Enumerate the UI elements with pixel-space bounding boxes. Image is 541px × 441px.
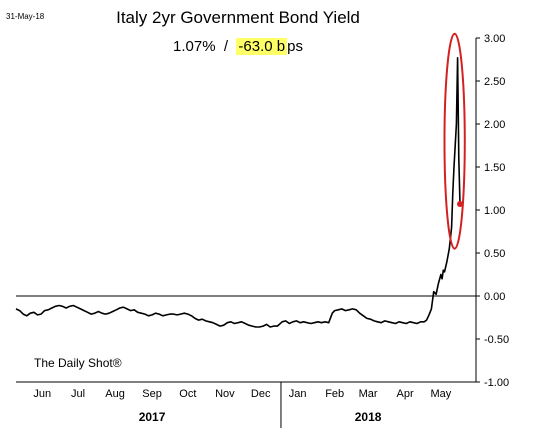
subtitle-separator: / xyxy=(223,38,229,55)
x-tick-label: Apr xyxy=(397,388,414,400)
chart-title: Italy 2yr Government Bond Yield xyxy=(116,8,360,27)
y-tick-label: 1.00 xyxy=(484,205,505,217)
year-label: 2018 xyxy=(355,410,382,424)
x-tick-label: May xyxy=(431,388,452,400)
subtitle-level: 1.07% xyxy=(173,38,216,55)
y-tick-label: 3.00 xyxy=(484,33,505,45)
x-tick-label: Nov xyxy=(215,388,235,400)
source-credit: The Daily Shot® xyxy=(34,356,122,370)
subtitle-change: -63.0 b xyxy=(236,38,288,55)
x-tick-label: Sep xyxy=(142,388,162,400)
last-point-marker xyxy=(457,200,463,207)
y-tick-label: 0.50 xyxy=(484,248,505,260)
x-tick-label: Aug xyxy=(105,388,125,400)
y-tick-label: 1.50 xyxy=(484,162,505,174)
x-tick-label: Oct xyxy=(179,388,196,400)
series-line-group xyxy=(15,56,461,328)
subtitle-change-suffix: ps xyxy=(287,38,303,55)
date-stamp: 31-May-18 xyxy=(6,12,45,21)
year-label: 2017 xyxy=(139,410,166,424)
x-tick-label: Dec xyxy=(251,388,271,400)
y-tick-label: -0.50 xyxy=(484,334,509,346)
axes: 3.00 2.50 2.00 1.50 1.00 0.50 0.00 -0.50 -1.00 Ju… xyxy=(16,33,509,428)
x-tick-label: Jul xyxy=(71,388,85,400)
y-tick-label: -1.00 xyxy=(484,377,509,389)
y-tick-label: 2.00 xyxy=(484,119,505,131)
x-tick-label: Jun xyxy=(33,388,51,400)
annotations xyxy=(443,32,466,250)
x-tick-label: Jan xyxy=(289,388,307,400)
y-tick-label: 0.00 xyxy=(484,291,505,303)
series-line xyxy=(15,56,461,328)
x-tick-label: Feb xyxy=(325,388,344,400)
x-tick-label: Mar xyxy=(359,388,378,400)
chart-subtitle: 1.07% / -63.0 b ps xyxy=(0,38,476,55)
y-tick-label: 2.50 xyxy=(484,76,505,88)
highlight-ellipse xyxy=(443,32,466,250)
